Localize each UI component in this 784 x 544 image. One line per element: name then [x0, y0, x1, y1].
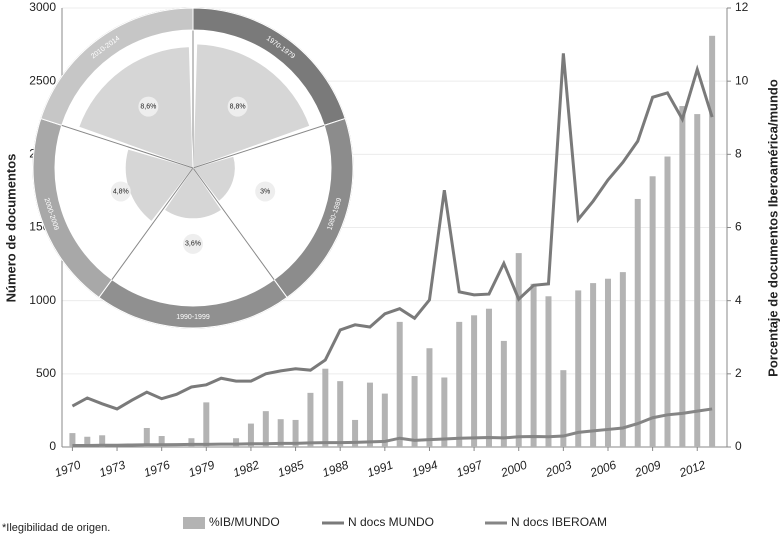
bar	[188, 438, 195, 447]
line	[71, 53, 714, 411]
label-badge	[110, 181, 131, 202]
x-tick-label: 1979	[187, 458, 217, 480]
bar	[441, 377, 448, 447]
divider	[192, 124, 325, 169]
y-axis-title: Número de documentos	[3, 154, 18, 303]
bar	[396, 321, 403, 447]
rose-wedge	[192, 43, 311, 169]
ring-label: 1990-1999	[176, 314, 210, 321]
bar	[649, 176, 656, 448]
x-tick-label: 1982	[231, 458, 261, 480]
bar	[69, 433, 76, 447]
y-tick-label: 500	[36, 366, 56, 380]
bar	[500, 340, 507, 447]
bar	[322, 368, 329, 447]
bar	[530, 283, 537, 447]
x-tick-label: 1991	[365, 458, 395, 480]
legend-label: %IB/MUNDO	[209, 515, 280, 529]
value-label: 4,8%	[113, 188, 129, 195]
bar	[604, 278, 611, 447]
bar	[694, 114, 701, 447]
label-badge	[255, 181, 276, 202]
bar	[411, 376, 418, 447]
bar	[203, 402, 210, 447]
y2-axis-title: Porcentaje de documentos Iberoamérica/mu…	[765, 79, 780, 377]
y2-tick-label: 12	[735, 0, 749, 14]
bar	[545, 296, 552, 447]
bar	[247, 423, 254, 447]
bar	[262, 411, 269, 447]
bar	[426, 348, 433, 447]
bar	[575, 290, 582, 447]
x-tick-label: 1970	[53, 458, 83, 480]
label-badge	[183, 233, 203, 254]
value-label: 8,6%	[140, 103, 156, 110]
bar	[664, 156, 671, 448]
x-tick-label: 2000	[498, 458, 529, 481]
value-label: 3,6%	[185, 241, 201, 248]
bar	[337, 381, 344, 447]
y-tick-label: 3000	[29, 0, 56, 14]
legend-swatch	[183, 517, 205, 529]
rose-wedge	[78, 46, 194, 169]
bar	[590, 283, 597, 447]
line	[72, 407, 713, 448]
bar	[709, 35, 716, 447]
bar	[679, 106, 686, 447]
x-tick-label: 1985	[276, 458, 306, 480]
y2-tick-label: 8	[735, 147, 742, 161]
rose-wedge	[163, 167, 223, 220]
bar	[456, 321, 463, 447]
footnote: *Ilegibilidad de origen.	[2, 522, 110, 534]
label-badge	[138, 96, 159, 117]
bar	[634, 198, 641, 447]
bar	[366, 382, 373, 447]
y-tick-label: 1000	[29, 293, 56, 307]
y2-tick-label: 0	[735, 439, 742, 453]
bar	[560, 370, 567, 447]
rose-wedge	[192, 155, 236, 203]
bar	[158, 436, 165, 447]
divider	[61, 124, 194, 169]
bar	[277, 419, 284, 447]
x-tick-label: 2009	[632, 458, 663, 481]
ring-segment	[40, 7, 194, 126]
x-tick-label: 2012	[677, 458, 708, 481]
bar	[307, 392, 314, 447]
divider	[192, 167, 275, 280]
y2-tick-label: 2	[735, 366, 742, 380]
bar	[619, 272, 626, 447]
bar	[84, 436, 91, 447]
x-tick-label: 2006	[587, 458, 618, 481]
value-label: 3%	[260, 188, 270, 195]
y2-tick-label: 6	[735, 220, 742, 234]
bar	[292, 419, 299, 447]
x-tick-label: 1988	[320, 458, 350, 480]
bar	[99, 435, 106, 447]
value-label: 8,8%	[230, 103, 246, 110]
y-tick-label: 0	[49, 439, 56, 453]
y-tick-label: 2500	[29, 73, 56, 87]
x-tick-label: 1973	[97, 458, 127, 480]
x-tick-label: 1994	[410, 458, 440, 480]
bar	[471, 315, 478, 447]
x-tick-label: 1997	[454, 457, 485, 480]
bar	[352, 419, 359, 447]
bar	[515, 253, 522, 447]
y2-tick-label: 4	[735, 293, 742, 307]
x-tick-label: 2003	[543, 458, 574, 481]
x-tick-label: 1976	[142, 458, 172, 480]
label-badge	[227, 96, 248, 117]
bar	[381, 393, 388, 447]
legend-label: N docs IBEROAM	[511, 515, 607, 529]
bar	[143, 427, 150, 447]
legend-label: N docs MUNDO	[348, 515, 434, 529]
divider	[111, 167, 194, 280]
y2-tick-label: 10	[735, 73, 749, 87]
bar	[485, 308, 492, 447]
